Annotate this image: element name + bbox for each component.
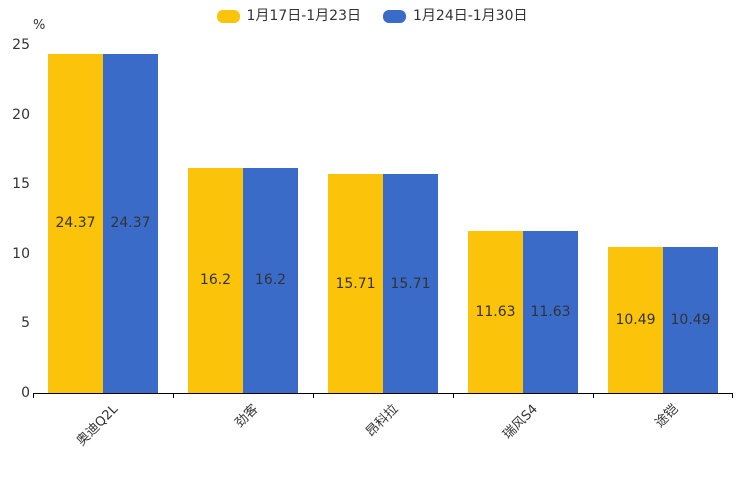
x-axis-category-label: 瑞风S4	[500, 401, 542, 443]
x-axis-tick-mark	[453, 393, 454, 398]
x-axis-tick-mark	[593, 393, 594, 398]
bar-value-label: 11.63	[475, 304, 516, 321]
bar-value-label: 15.71	[390, 275, 431, 292]
y-axis-tick-label: 5	[21, 315, 30, 332]
bar-劲客-series-1: 16.2	[243, 167, 298, 393]
bar-途铠-series-0: 10.49	[608, 246, 663, 393]
bar-奥迪Q2L-series-0: 24.37	[48, 53, 103, 393]
y-axis-tick-label: 25	[12, 37, 30, 53]
bar-劲客-series-0: 16.2	[188, 167, 243, 393]
y-axis-unit-label: %	[33, 18, 46, 33]
bar-value-label: 11.63	[530, 304, 571, 321]
bar-昂科拉-series-0: 15.71	[328, 174, 383, 393]
x-axis-category-label: 途铠	[652, 401, 682, 431]
legend-swatch-icon	[383, 9, 406, 23]
legend-label: 1月24日-1月30日	[413, 8, 528, 24]
plot-area: 24.37 24.37 16.2 16.2 15.71 15.71 11.63 11.63 10…	[33, 45, 733, 394]
x-axis-tick-mark	[173, 393, 174, 398]
legend: 1月17日-1月23日 1月24日-1月30日	[0, 7, 744, 25]
x-axis-tick-mark	[33, 393, 34, 398]
bar-value-label: 15.71	[335, 275, 376, 292]
legend-label: 1月17日-1月23日	[246, 8, 362, 24]
x-axis-tick-mark	[732, 393, 733, 398]
y-axis-tick-label: 20	[12, 106, 30, 123]
y-axis-tick-label: 10	[12, 245, 30, 262]
bar-瑞风S4-series-0: 11.63	[468, 231, 523, 393]
x-axis-category-label: 劲客	[232, 401, 262, 431]
bar-奥迪Q2L-series-1: 24.37	[103, 53, 158, 393]
x-axis-tick-mark	[313, 393, 314, 398]
bar-value-label: 10.49	[670, 311, 711, 328]
legend-swatch-icon	[216, 9, 240, 23]
y-axis-tick-label: 0	[21, 385, 30, 401]
bar-value-label: 16.2	[199, 272, 232, 289]
y-axis-tick-label: 15	[12, 176, 30, 193]
legend-item-series-0[interactable]: 1月17日-1月23日	[216, 7, 362, 25]
bar-value-label: 24.37	[110, 215, 151, 232]
x-axis-category-label: 奥迪Q2L	[74, 401, 122, 450]
bar-value-label: 24.37	[55, 215, 96, 232]
x-axis-category-label: 昂科拉	[363, 401, 402, 441]
bar-途铠-series-1: 10.49	[663, 246, 718, 393]
bar-value-label: 10.49	[615, 311, 656, 328]
bar-昂科拉-series-1: 15.71	[383, 174, 438, 393]
bar-瑞风S4-series-1: 11.63	[523, 231, 578, 393]
legend-item-series-1[interactable]: 1月24日-1月30日	[383, 7, 528, 25]
bar-value-label: 16.2	[254, 272, 287, 289]
